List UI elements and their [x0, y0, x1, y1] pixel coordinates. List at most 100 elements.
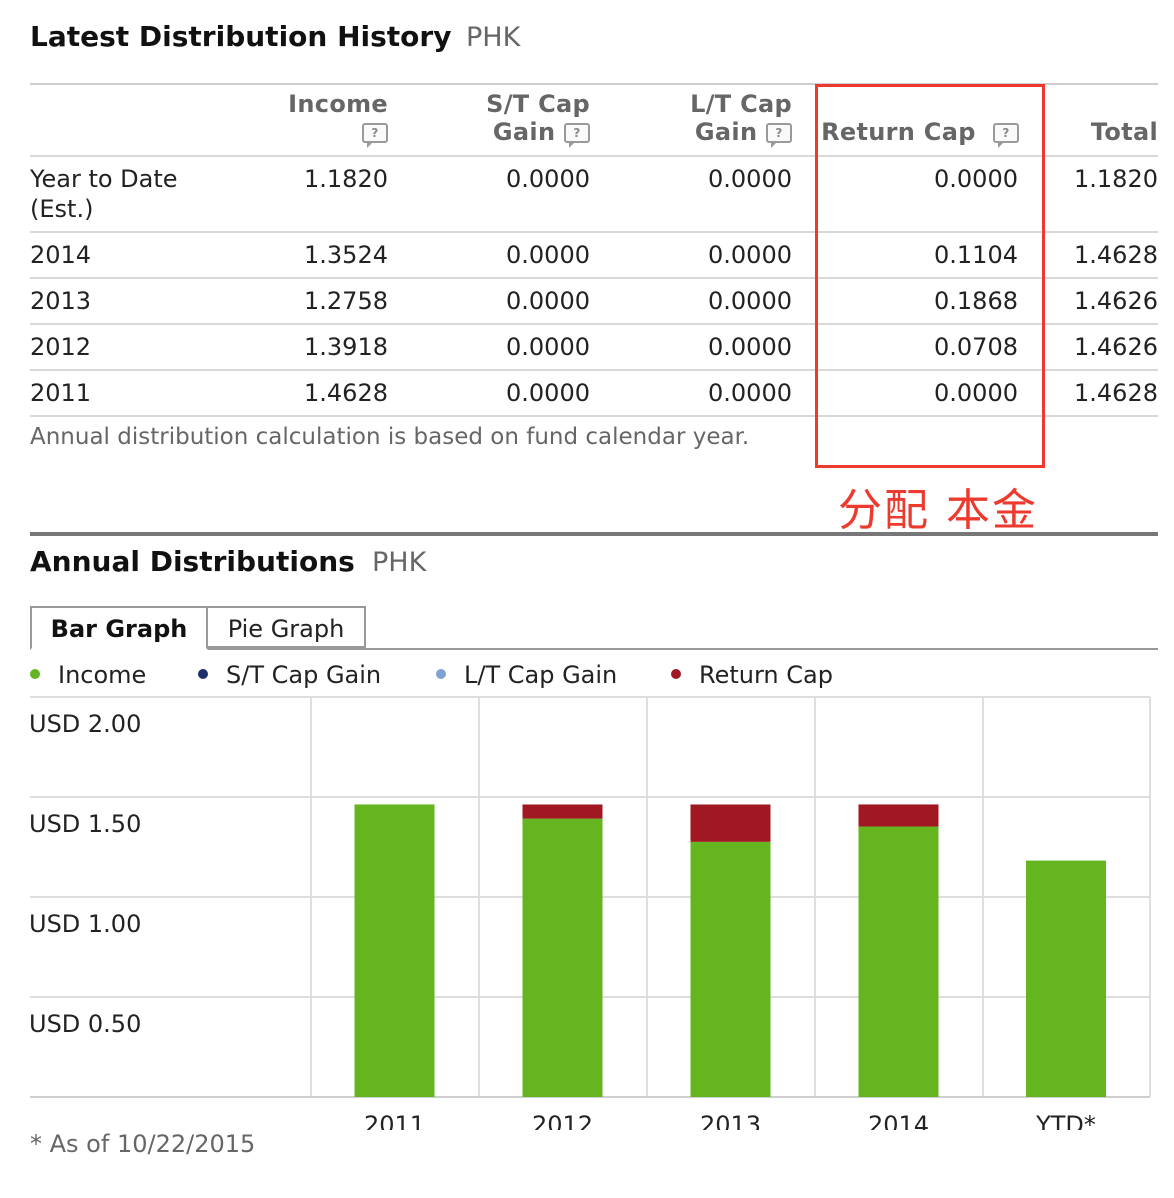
bar-return-cap[interactable] [690, 804, 771, 842]
tab-baseline [30, 648, 1158, 650]
legend-item-lt-cap-gain[interactable]: L/T Cap Gain [436, 660, 617, 690]
row-label: Year to Date (Est.) [30, 164, 280, 224]
row-rule [30, 323, 1158, 325]
row-label-line1: Year to Date [30, 165, 178, 193]
col-header-income: Income ? [288, 90, 388, 148]
tab-bar-graph[interactable]: Bar Graph [30, 606, 208, 650]
cell-income: 1.2758 [304, 287, 388, 315]
row-label: 2012 [30, 333, 92, 361]
help-icon[interactable]: ? [766, 123, 792, 148]
table-row: 2013 1.2758 0.0000 0.0000 0.1868 1.4626 [30, 286, 1158, 322]
row-label: 2011 [30, 379, 92, 407]
cell-lt-cap-gain: 0.0000 [708, 287, 792, 315]
cell-return-cap: 0.0708 [934, 333, 1018, 361]
annual-ticker: PHK [372, 547, 427, 578]
cell-lt-cap-gain: 0.0000 [708, 241, 792, 269]
return-cap-annotation: 分配 本金 [838, 485, 1038, 536]
legend-dot-icon [436, 669, 446, 679]
calendar-year-note: Annual distribution calculation is based… [30, 424, 750, 450]
legend-label: Income [58, 661, 147, 689]
table-header-rule [30, 155, 1158, 157]
x-tick-label: 2012 [532, 1111, 593, 1130]
legend-label: S/T Cap Gain [226, 661, 382, 689]
col-header-st-cap-gain: S/T Cap Gain ? [486, 90, 590, 148]
x-tick-label: YTD* [1035, 1111, 1096, 1130]
bar-income[interactable] [858, 826, 939, 1097]
y-tick-label: USD 2.00 [29, 710, 141, 738]
cell-st-cap-gain: 0.0000 [506, 379, 590, 407]
annual-distributions-bar-chart: USD 0.50 USD 1.00 USD 1.50 USD 2.00 2011 2012… [29, 696, 1151, 1130]
col-header-income-label: Income [288, 90, 388, 118]
row-rule [30, 277, 1158, 279]
bar-income[interactable] [522, 818, 603, 1097]
cell-return-cap: 0.1104 [934, 241, 1018, 269]
cell-total: 1.4626 [1074, 333, 1158, 361]
cell-st-cap-gain: 0.0000 [506, 241, 590, 269]
cell-lt-cap-gain: 0.0000 [708, 379, 792, 407]
legend-item-income[interactable]: Income [30, 660, 146, 690]
table-row: Year to Date (Est.) 1.1820 0.0000 0.0000… [30, 164, 1158, 232]
legend-item-return-cap[interactable]: Return Cap [671, 660, 833, 690]
x-tick-label: 2011 [364, 1111, 425, 1130]
legend-item-st-cap-gain[interactable]: S/T Cap Gain [198, 660, 381, 690]
cell-st-cap-gain: 0.0000 [506, 333, 590, 361]
help-icon[interactable]: ? [993, 123, 1019, 148]
cell-total: 1.4628 [1074, 379, 1158, 407]
history-ticker: PHK [466, 22, 521, 53]
col-header-return-cap-label: Return Cap [821, 118, 976, 146]
bar-income[interactable] [1026, 860, 1106, 1097]
col-header-st-line2: Gain [492, 118, 556, 146]
legend-label: L/T Cap Gain [464, 661, 618, 689]
row-rule [30, 415, 1158, 417]
legend-label: Return Cap [699, 661, 833, 689]
col-header-lt-line1: L/T Cap [690, 90, 792, 118]
help-icon[interactable]: ? [362, 123, 388, 148]
y-tick-label: USD 0.50 [29, 1010, 141, 1038]
table-row: 2012 1.3918 0.0000 0.0000 0.0708 1.4626 [30, 332, 1158, 368]
legend-dot-icon [198, 669, 208, 679]
section-divider [30, 532, 1158, 536]
cell-return-cap: 0.0000 [934, 165, 1018, 193]
bar-income[interactable] [690, 841, 771, 1097]
col-header-return-cap: Return Cap ? [821, 118, 1019, 148]
legend-dot-icon [671, 669, 681, 679]
col-header-total: Total [1090, 118, 1158, 146]
table-row: 2014 1.3524 0.0000 0.0000 0.1104 1.4628 [30, 240, 1158, 276]
col-header-lt-line2: Gain [694, 118, 758, 146]
cell-lt-cap-gain: 0.0000 [708, 165, 792, 193]
col-header-lt-cap-gain: L/T Cap Gain ? [690, 90, 792, 148]
bar-return-cap[interactable] [858, 804, 939, 827]
cell-total: 1.1820 [1074, 165, 1158, 193]
x-tick-label: 2013 [700, 1111, 761, 1130]
cell-st-cap-gain: 0.0000 [506, 165, 590, 193]
row-label: 2013 [30, 287, 92, 315]
bar-return-cap[interactable] [522, 804, 603, 819]
tab-pie-graph[interactable]: Pie Graph [206, 606, 366, 648]
cell-st-cap-gain: 0.0000 [506, 287, 590, 315]
cell-lt-cap-gain: 0.0000 [708, 333, 792, 361]
table-top-rule [30, 83, 1158, 85]
cell-return-cap: 0.0000 [934, 379, 1018, 407]
cell-return-cap: 0.1868 [934, 287, 1018, 315]
row-label-line2: (Est.) [30, 195, 94, 223]
x-tick-label: 2014 [868, 1111, 929, 1130]
row-rule [30, 231, 1158, 233]
y-tick-label: USD 1.50 [29, 810, 141, 838]
history-title: Latest Distribution History [30, 20, 452, 53]
cell-income: 1.4628 [304, 379, 388, 407]
col-header-st-line1: S/T Cap [486, 90, 590, 118]
table-row: 2011 1.4628 0.0000 0.0000 0.0000 1.4628 [30, 378, 1158, 414]
cell-total: 1.4628 [1074, 241, 1158, 269]
cell-total: 1.4626 [1074, 287, 1158, 315]
bar-income[interactable] [354, 804, 435, 1097]
cell-income: 1.3918 [304, 333, 388, 361]
y-tick-label: USD 1.00 [29, 910, 141, 938]
annual-title: Annual Distributions [30, 545, 355, 578]
row-rule [30, 369, 1158, 371]
help-icon[interactable]: ? [564, 123, 590, 148]
cell-income: 1.1820 [304, 165, 388, 193]
legend-dot-icon [30, 669, 40, 679]
return-cap-highlight-box [815, 84, 1045, 468]
row-label: 2014 [30, 241, 92, 269]
as-of-footnote: * As of 10/22/2015 [30, 1130, 256, 1158]
